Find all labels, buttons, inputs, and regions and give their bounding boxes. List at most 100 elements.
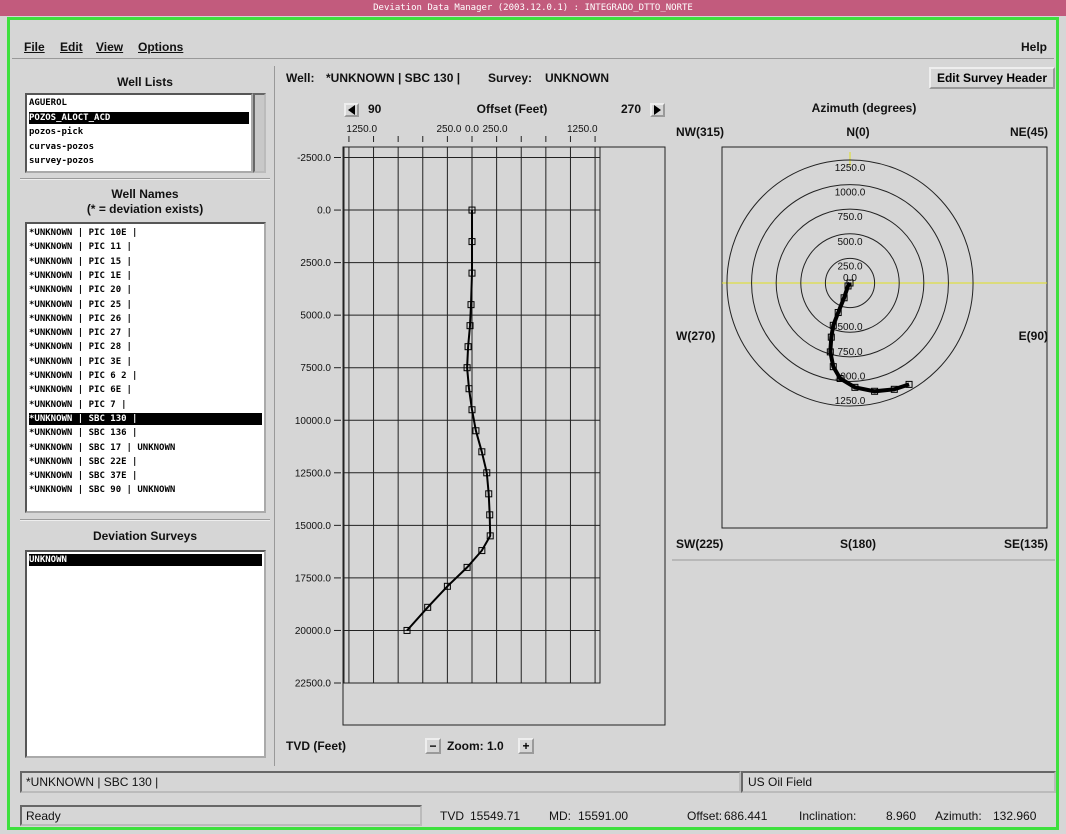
menu-separator [12, 58, 1054, 59]
deviation-surveys-box[interactable]: UNKNOWN [25, 550, 266, 758]
left-azimuth: 90 [368, 102, 382, 116]
readout-label: TVD [440, 809, 464, 823]
ring-label: 1250.0 [835, 163, 866, 174]
range-ring [751, 184, 949, 382]
readout-label: Azimuth: [935, 809, 982, 823]
list-item[interactable]: *UNKNOWN | PIC 26 | [29, 313, 132, 324]
direction-label: NE(45) [1010, 125, 1048, 139]
ring-label: 1000.0 [835, 188, 866, 199]
edit-survey-header-button[interactable]: Edit Survey Header [929, 67, 1055, 89]
well-status-field [20, 771, 741, 793]
window-frame [7, 17, 1059, 830]
well-lists-box[interactable]: AGUEROL POZOS_ALOCT_ACD pozos-pick curvas-p… [25, 93, 253, 173]
list-item[interactable]: *UNKNOWN | PIC 20 | [29, 285, 132, 296]
right-azimuth: 270 [621, 102, 641, 116]
list-item[interactable]: *UNKNOWN | PIC 6E | [29, 385, 132, 396]
arrow-icon [654, 105, 661, 115]
list-item[interactable]: *UNKNOWN | SBC 37E | [29, 471, 138, 482]
readout-label: Inclination: [799, 809, 857, 823]
readout-label: Offset: [687, 809, 723, 823]
menu-item[interactable]: Edit [60, 40, 83, 54]
survey-point [468, 238, 476, 246]
survey-label: Survey: [488, 71, 533, 85]
y-axis-label: TVD (Feet) [286, 739, 346, 753]
well-names-subtitle: (* = deviation exists) [86, 202, 204, 216]
list-item[interactable]: survey-pozos [29, 156, 95, 166]
survey-point [466, 322, 474, 330]
survey-value: UNKNOWN [545, 71, 609, 85]
list-item[interactable]: POZOS_ALOCT_ACD [29, 111, 249, 124]
readout-value: 132.960 [993, 809, 1037, 823]
arrow-icon [348, 105, 355, 115]
survey-point [485, 490, 493, 498]
list-item[interactable]: curvas-pozos [29, 141, 95, 152]
list-item[interactable]: UNKNOWN [29, 554, 262, 566]
menu-item[interactable]: Options [138, 40, 184, 54]
list-item[interactable]: AGUEROL [29, 98, 67, 108]
survey-point [467, 301, 475, 309]
list-item[interactable]: *UNKNOWN | PIC 27 | [29, 328, 132, 339]
zoom-out-button[interactable]: − [425, 738, 441, 754]
list-item[interactable]: *UNKNOWN | PIC 15 | [29, 256, 132, 267]
direction-label: W(270) [676, 329, 715, 343]
y-tick-label: 0.0 [317, 206, 331, 217]
plan-point [836, 374, 844, 382]
ring-label: 0.0 [843, 273, 857, 284]
well-names-box[interactable]: *UNKNOWN | PIC 10E | *UNKNOWN | PIC 11 | *… [25, 222, 266, 513]
x-tick-label: 1250.0 [567, 124, 598, 135]
survey-point [478, 448, 486, 456]
menu-item[interactable]: View [96, 40, 124, 54]
ring-label: 750.0 [837, 347, 862, 358]
scrollbar[interactable] [253, 93, 266, 173]
readout-value: 8.960 [886, 809, 917, 823]
y-tick-label: 20000.0 [295, 626, 332, 637]
y-tick-label: 2500.0 [300, 258, 331, 269]
zoom-in-button[interactable]: + [518, 738, 534, 754]
list-item[interactable]: *UNKNOWN | SBC 136 | [29, 428, 138, 439]
list-item[interactable]: *UNKNOWN | PIC 28 | [29, 342, 132, 353]
ring-label: 1250.0 [835, 396, 866, 407]
list-item[interactable]: *UNKNOWN | PIC 6 2 | [29, 371, 138, 381]
menu-help[interactable]: Help [1021, 40, 1048, 54]
survey-point [483, 469, 491, 477]
list-item[interactable]: *UNKNOWN | SBC 90 | UNKNOWN [29, 485, 176, 496]
ring-label: 1000.0 [835, 371, 866, 382]
range-ring [824, 257, 876, 309]
list-item[interactable]: *UNKNOWN | PIC 11 | [29, 242, 132, 253]
zoom-label: Zoom: 1.0 [447, 739, 504, 753]
y-tick-label: -2500.0 [297, 153, 331, 164]
list-item[interactable]: *UNKNOWN | PIC 3E | [29, 356, 132, 367]
list-item[interactable]: *UNKNOWN | SBC 22E | [29, 456, 138, 467]
y-tick-label: 22500.0 [295, 679, 332, 690]
direction-label: S(180) [840, 537, 876, 551]
x-tick-label: 250.0 [482, 124, 507, 135]
list-item[interactable]: *UNKNOWN | PIC 10E | [29, 228, 138, 238]
list-item[interactable]: *UNKNOWN | PIC 25 | [29, 299, 132, 310]
range-ring [726, 159, 974, 407]
survey-point [465, 385, 473, 393]
y-tick-label: 5000.0 [300, 311, 331, 322]
panel-divider [274, 66, 275, 766]
plan-point [826, 348, 834, 356]
list-item[interactable]: *UNKNOWN | PIC 7 | [29, 399, 127, 410]
survey-point [443, 582, 451, 590]
plan-title: Azimuth (degrees) [812, 101, 917, 115]
separator [20, 519, 270, 521]
plan-point [827, 333, 835, 341]
ring-label: 500.0 [837, 237, 862, 248]
survey-point [486, 532, 494, 540]
field-status-field [741, 771, 1056, 793]
well-lists-title: Well Lists [117, 75, 173, 89]
menu-item[interactable]: File [24, 40, 45, 54]
list-item[interactable]: *UNKNOWN | SBC 17 | UNKNOWN [29, 442, 176, 453]
list-item[interactable]: pozos-pick [29, 127, 84, 137]
survey-point [463, 364, 471, 372]
list-item[interactable]: *UNKNOWN | PIC 1E | [29, 270, 132, 281]
ring-label: 250.0 [837, 261, 862, 272]
window-title: Deviation Data Manager (2003.12.0.1) : I… [373, 3, 693, 13]
list-item[interactable]: *UNKNOWN | SBC 130 | [29, 412, 262, 425]
readout-value: 686.441 [724, 809, 768, 823]
y-tick-label: 15000.0 [295, 521, 332, 532]
plan-point [905, 380, 913, 388]
